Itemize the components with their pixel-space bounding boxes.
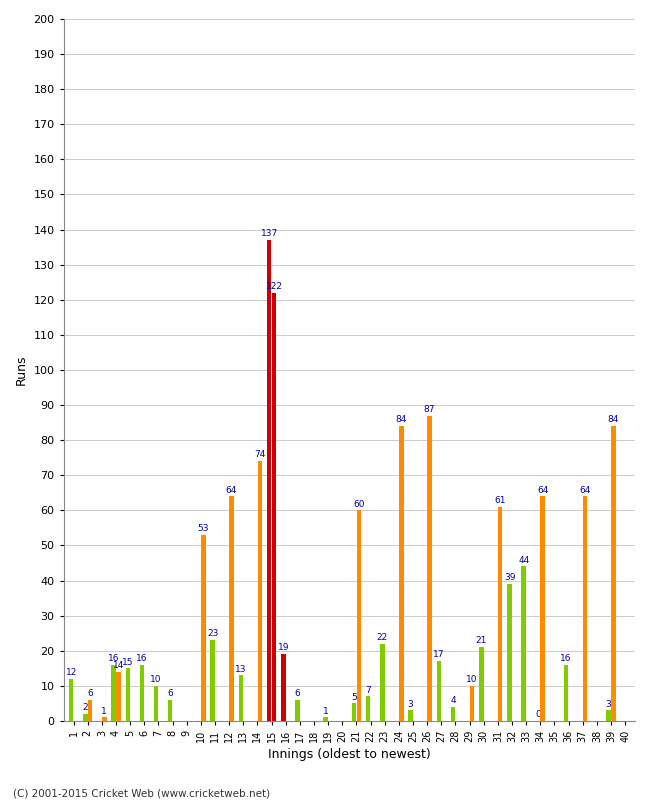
Text: 22: 22: [377, 633, 388, 642]
Text: 64: 64: [579, 486, 591, 494]
Text: 10: 10: [466, 675, 478, 684]
Text: 64: 64: [537, 486, 549, 494]
Bar: [324, 718, 328, 721]
Bar: [564, 665, 568, 721]
Bar: [229, 496, 234, 721]
Bar: [583, 496, 588, 721]
Bar: [154, 686, 159, 721]
Bar: [450, 707, 455, 721]
Text: 44: 44: [518, 556, 529, 565]
Bar: [540, 496, 545, 721]
Bar: [125, 668, 130, 721]
Text: 3: 3: [606, 700, 612, 709]
Bar: [295, 700, 300, 721]
Text: 3: 3: [408, 700, 413, 709]
Text: 10: 10: [150, 675, 162, 684]
Bar: [102, 718, 107, 721]
Text: 19: 19: [278, 643, 289, 653]
Text: 14: 14: [112, 661, 124, 670]
Bar: [140, 665, 144, 721]
Text: (C) 2001-2015 Cricket Web (www.cricketweb.net): (C) 2001-2015 Cricket Web (www.cricketwe…: [13, 788, 270, 798]
Text: 2: 2: [83, 703, 88, 712]
Bar: [427, 415, 432, 721]
Text: 74: 74: [254, 450, 266, 459]
Text: 13: 13: [235, 665, 246, 674]
Bar: [357, 510, 361, 721]
Bar: [168, 700, 172, 721]
Bar: [352, 703, 356, 721]
Text: 12: 12: [66, 668, 77, 677]
Text: 84: 84: [396, 415, 407, 424]
Text: 16: 16: [560, 654, 572, 663]
Text: 64: 64: [226, 486, 237, 494]
Text: 17: 17: [433, 650, 445, 659]
Bar: [507, 584, 512, 721]
Text: 53: 53: [198, 524, 209, 533]
Bar: [116, 672, 121, 721]
Text: 23: 23: [207, 630, 218, 638]
X-axis label: Innings (oldest to newest): Innings (oldest to newest): [268, 748, 431, 761]
Text: 4: 4: [450, 696, 456, 705]
Text: 137: 137: [261, 230, 278, 238]
Text: 60: 60: [353, 499, 365, 509]
Text: 6: 6: [294, 689, 300, 698]
Bar: [498, 507, 502, 721]
Y-axis label: Runs: Runs: [15, 354, 28, 386]
Bar: [606, 710, 611, 721]
Text: 61: 61: [495, 496, 506, 505]
Bar: [408, 710, 413, 721]
Text: 1: 1: [101, 706, 107, 716]
Text: 1: 1: [323, 706, 329, 716]
Text: 16: 16: [108, 654, 120, 663]
Bar: [611, 426, 616, 721]
Bar: [437, 662, 441, 721]
Bar: [470, 686, 474, 721]
Bar: [366, 696, 370, 721]
Bar: [380, 644, 385, 721]
Text: 84: 84: [608, 415, 619, 424]
Text: 16: 16: [136, 654, 148, 663]
Bar: [257, 462, 262, 721]
Text: 0: 0: [535, 710, 541, 719]
Text: 6: 6: [87, 689, 93, 698]
Bar: [272, 293, 276, 721]
Bar: [281, 654, 285, 721]
Bar: [479, 647, 484, 721]
Bar: [201, 535, 205, 721]
Bar: [69, 679, 73, 721]
Text: 5: 5: [351, 693, 357, 702]
Bar: [267, 240, 272, 721]
Text: 15: 15: [122, 658, 133, 666]
Text: 21: 21: [476, 637, 487, 646]
Bar: [239, 675, 243, 721]
Bar: [111, 665, 116, 721]
Text: 39: 39: [504, 574, 515, 582]
Bar: [83, 714, 88, 721]
Text: 87: 87: [424, 405, 436, 414]
Text: 7: 7: [365, 686, 371, 694]
Bar: [399, 426, 404, 721]
Bar: [521, 566, 526, 721]
Bar: [88, 700, 92, 721]
Text: 6: 6: [167, 689, 173, 698]
Text: 122: 122: [265, 282, 283, 291]
Bar: [211, 640, 215, 721]
